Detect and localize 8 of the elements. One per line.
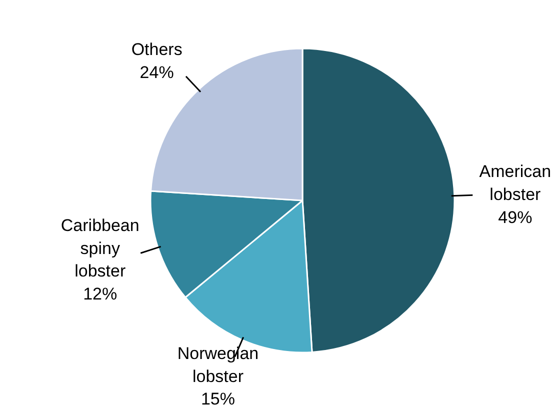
data-label: 12% <box>83 284 118 304</box>
data-label: 49% <box>498 208 532 227</box>
data-label: 24% <box>140 62 174 82</box>
slice-label: Norwegian lobster <box>177 344 259 386</box>
slice-label: Caribbean spiny lobster <box>60 216 140 281</box>
slice-label: Others <box>131 40 182 59</box>
data-label: 15% <box>200 390 236 409</box>
slice-label: American lobster <box>479 162 552 204</box>
